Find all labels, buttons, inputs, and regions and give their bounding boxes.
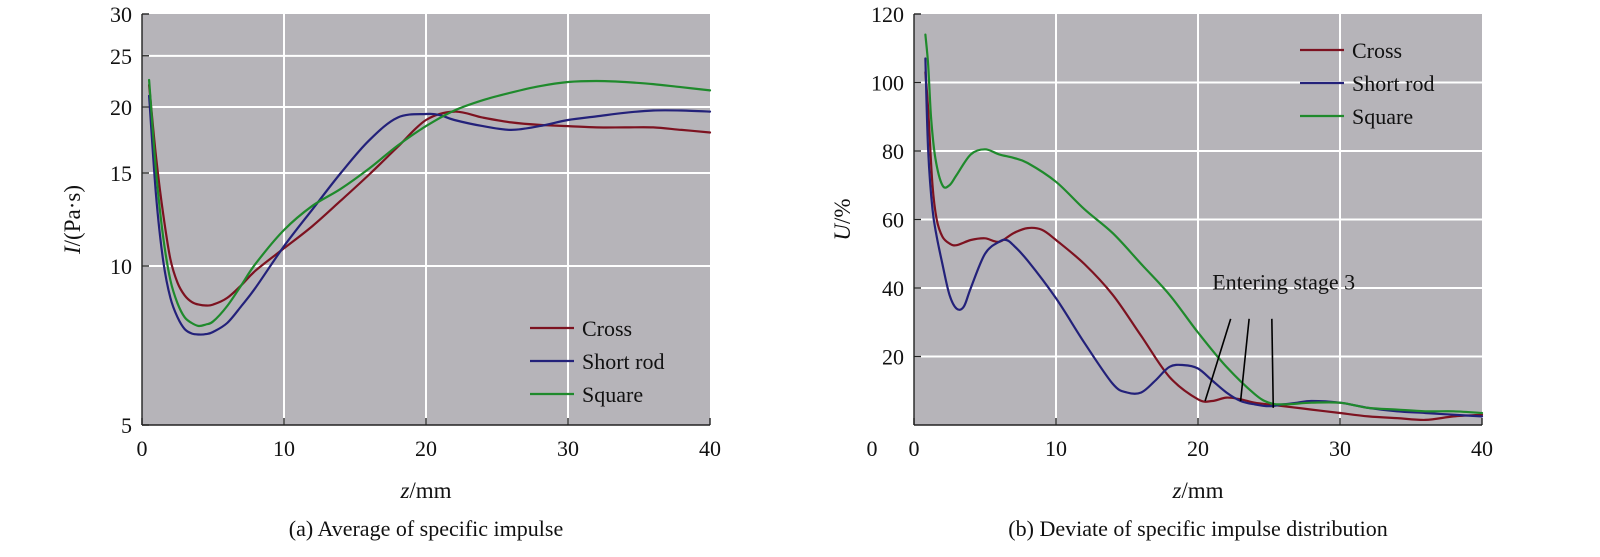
chart-average-specific-impulse: 0 10 20 30 40 5 10 15 20 25 30 Cross Short rod Square… (60, 2, 721, 541)
x-tick-label-20: 20 (1187, 436, 1209, 461)
y-tick-label-100: 100 (871, 71, 904, 96)
y-tick-label-120: 120 (871, 2, 904, 27)
y-tick-label-25: 25 (110, 44, 132, 69)
legend-label-cross: Cross (582, 316, 632, 341)
y-tick-label-30: 30 (110, 2, 132, 27)
y-axis-label: U/% (830, 198, 855, 240)
annotation-arrow-3 (1271, 318, 1275, 408)
series-line-square (148, 78, 712, 328)
x-tick-label-30: 30 (1329, 436, 1351, 461)
y-tick-label-20: 20 (110, 95, 132, 120)
y-tick-label-15: 15 (110, 161, 132, 186)
x-tick-label-40: 40 (699, 436, 721, 461)
series-line-short-rod (924, 57, 1484, 418)
origin-tick-label-0: 0 (867, 436, 878, 461)
x-axis-label: z/mm (399, 478, 451, 503)
series-line-cross (924, 71, 1484, 422)
x-axis-label: z/mm (1171, 478, 1223, 503)
annotation-arrow-1 (1204, 318, 1232, 402)
x-tick-label-0: 0 (909, 436, 920, 461)
legend-label-square: Square (582, 382, 643, 407)
legend: Cross Short rod Square (1300, 38, 1435, 129)
legend-label-square: Square (1352, 104, 1413, 129)
y-tick-label-40: 40 (882, 276, 904, 301)
legend: Cross Short rod Square (530, 316, 665, 407)
legend-label-cross: Cross (1352, 38, 1402, 63)
y-tick-label-80: 80 (882, 139, 904, 164)
chart-caption: (b) Deviate of specific impulse distribu… (1008, 516, 1387, 541)
series-line-square (924, 33, 1484, 415)
y-tick-label-10: 10 (110, 254, 132, 279)
x-tick-label-40: 40 (1471, 436, 1493, 461)
chart-deviate-specific-impulse: 0 10 20 30 40 20 40 60 80 100 120 0 Cross Short rod Sq… (830, 2, 1493, 541)
y-tick-label-60: 60 (882, 208, 904, 233)
legend-label-short-rod: Short rod (582, 349, 665, 374)
x-tick-label-0: 0 (137, 436, 148, 461)
annotation-arrow-2 (1239, 318, 1250, 402)
x-tick-label-10: 10 (273, 436, 295, 461)
x-tick-label-30: 30 (557, 436, 579, 461)
y-tick-label-5: 5 (121, 413, 132, 438)
x-tick-label-10: 10 (1045, 436, 1067, 461)
y-tick-label-20: 20 (882, 345, 904, 370)
y-axis-label: I/(Pa·s) (60, 185, 85, 255)
series-line-cross (148, 84, 712, 307)
chart-caption: (a) Average of specific impulse (289, 516, 563, 541)
x-tick-label-20: 20 (415, 436, 437, 461)
legend-label-short-rod: Short rod (1352, 71, 1435, 96)
annotation-entering-stage-3: Entering stage 3 (1212, 270, 1355, 295)
